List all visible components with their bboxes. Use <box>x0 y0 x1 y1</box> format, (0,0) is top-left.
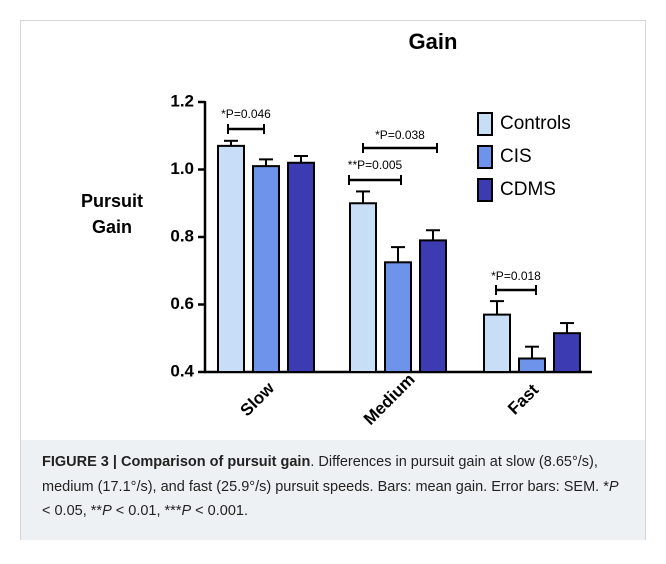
y-axis-label: Gain <box>92 217 132 237</box>
chart-title: Gain <box>409 29 458 54</box>
legend-swatch <box>477 112 493 136</box>
x-tick-label: Slow <box>237 378 279 420</box>
caption-italic: P <box>608 478 619 495</box>
caption-italic: P <box>181 503 192 519</box>
bar <box>518 357 546 373</box>
x-tick-label: Medium <box>360 370 419 429</box>
bar <box>217 144 245 373</box>
legend-label: CIS <box>500 146 532 167</box>
caption-title: Comparison of pursuit gain <box>121 454 311 470</box>
bar <box>553 332 581 373</box>
significance-label: *P=0.018 <box>491 269 541 283</box>
caption-text: . Differences in pursuit gain at slow (8… <box>42 454 609 495</box>
x-tick-label: Fast <box>504 380 542 418</box>
caption-label: FIGURE 3 | <box>42 454 117 470</box>
caption-text: < 0.05, ** <box>42 503 103 519</box>
bar <box>384 261 412 373</box>
significance-label: *P=0.046 <box>221 107 271 121</box>
y-axis-label: Pursuit <box>81 191 143 211</box>
significance-label: **P=0.005 <box>348 158 403 172</box>
caption-text: < 0.001. <box>191 503 248 519</box>
y-tick-label: 1.2 <box>170 91 194 110</box>
legend-label: Controls <box>500 113 571 134</box>
bar <box>287 161 315 373</box>
significance-label: *P=0.038 <box>375 128 425 142</box>
legend-swatch <box>477 178 493 202</box>
legend-swatch <box>477 145 493 169</box>
legend-label: CDMS <box>500 179 556 200</box>
bar <box>349 202 377 373</box>
bar <box>252 165 280 373</box>
caption-body: . Differences in pursuit gain at slow (8… <box>42 454 619 519</box>
y-tick-label: 0.6 <box>170 294 194 313</box>
bar <box>419 239 447 373</box>
caption-italic: P <box>102 503 112 519</box>
caption: FIGURE 3 | Comparison of pursuit gain. D… <box>21 440 645 540</box>
y-tick-label: 0.4 <box>170 361 194 380</box>
chart: Gain Pursuit Gain 0.4 0.6 0.8 1.0 1.2 Slow Med… <box>81 29 592 429</box>
y-tick-label: 0.8 <box>170 226 194 245</box>
bar <box>483 313 511 373</box>
y-tick-label: 1.0 <box>170 159 194 178</box>
caption-text: < 0.01, *** <box>111 503 182 519</box>
